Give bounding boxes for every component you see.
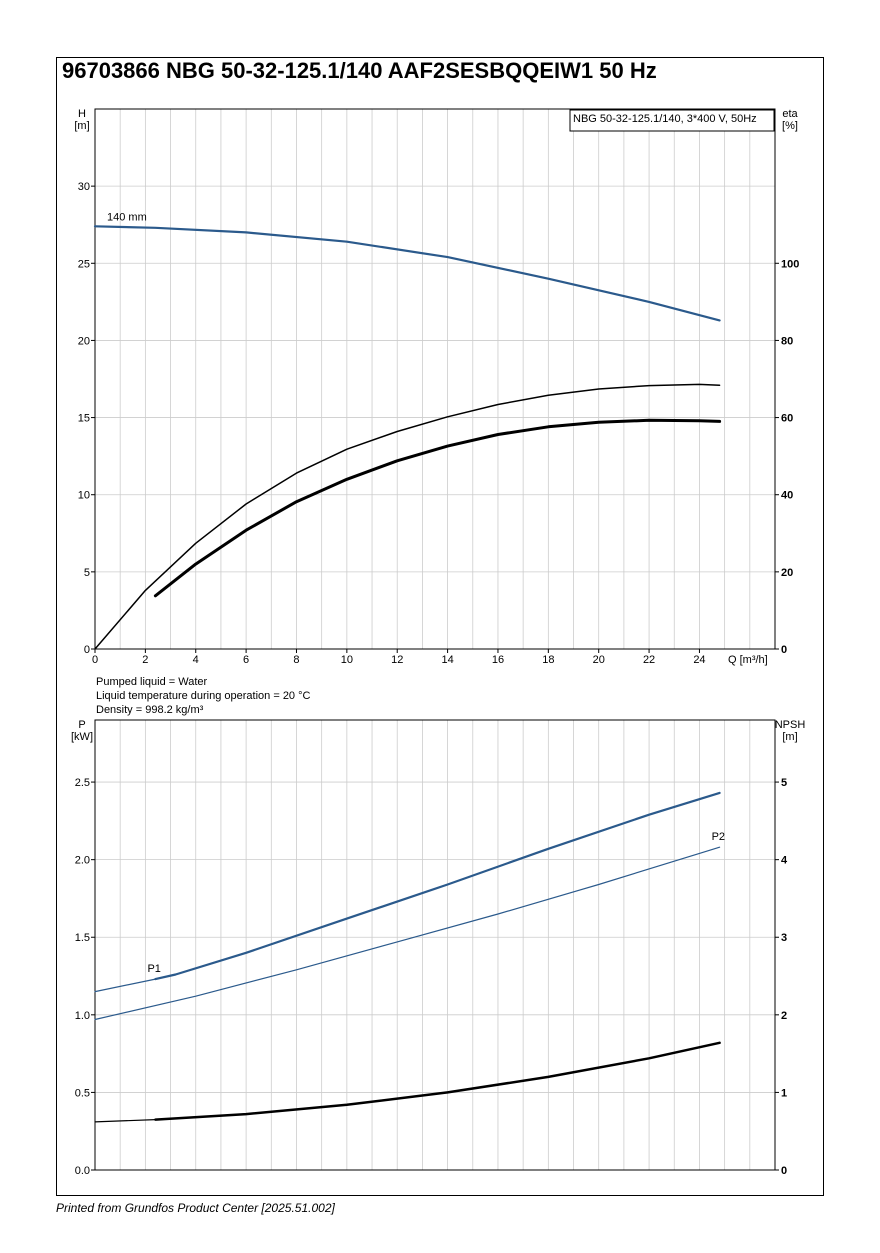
chart1-xlabel: Q [m³/h] [728, 654, 768, 666]
chart2-ylabel-left: P [78, 719, 85, 731]
chart1-xtick-label: 12 [391, 654, 403, 666]
chart1-xtick-label: 4 [193, 654, 199, 666]
chart2-line-p1 [154, 791, 721, 981]
chart2-line-p2 [94, 846, 721, 1021]
chart1-ytick-left-label: 25 [78, 258, 90, 270]
chart1-ytick-right-label: 40 [781, 490, 793, 502]
chart2-ytick-left-label: 0.0 [75, 1165, 90, 1177]
chart1-ytick-right-label: 80 [781, 335, 793, 347]
chart1-label-140-mm: 140 mm [107, 211, 147, 223]
chart1-xtick-label: 0 [92, 654, 98, 666]
chart1-line-series-2 [94, 383, 721, 650]
chart2-ytick-right-label: 1 [781, 1087, 787, 1099]
chart1-ytick-left-label: 5 [84, 567, 90, 579]
chart2-ytick-right-label: 5 [781, 777, 787, 789]
chart1-ytick-right-label: 60 [781, 413, 793, 425]
chart2-ytick-right-label: 4 [781, 855, 788, 867]
chart1-ylabel-right-unit: [%] [782, 120, 798, 132]
chart1-ytick-left-label: 30 [78, 181, 90, 193]
chart1-ytick-right-label: 0 [781, 644, 787, 656]
chart1-xtick-label: 16 [492, 654, 504, 666]
info-liquid-temperature: Liquid temperature during operation = 20… [96, 690, 311, 702]
chart1-ytick-left-label: 15 [78, 413, 90, 425]
chart2-ytick-left-label: 1.5 [75, 932, 90, 944]
chart2-line-p1 [94, 978, 156, 993]
chart2-label-p2: P2 [712, 831, 725, 843]
datasheet-frame [56, 57, 824, 1196]
chart2-ytick-right-label: 2 [781, 1010, 787, 1022]
footer-note: Printed from Grundfos Product Center [20… [56, 1201, 335, 1215]
chart2-ylabel-left-unit: [kW] [71, 731, 93, 743]
chart1-ylabel-right: eta [782, 108, 798, 120]
chart1-ytick-right-label: 100 [781, 258, 799, 270]
info-density: Density = 998.2 kg/m³ [96, 704, 204, 716]
chart1-line-140-mm [93, 225, 721, 322]
chart1-xtick-label: 8 [293, 654, 299, 666]
chart1-ytick-left-label: 20 [78, 335, 90, 347]
chart1-line-series-3 [153, 418, 722, 598]
chart1-xtick-label: 18 [542, 654, 554, 666]
chart2-label-p1: P1 [147, 963, 160, 975]
chart2-ytick-right-label: 0 [781, 1165, 787, 1177]
chart1-ytick-left-label: 0 [84, 644, 90, 656]
chart1-ylabel-left-unit: [m] [74, 120, 89, 132]
chart1-plot-frame [94, 108, 776, 650]
chart2-ylabel-right: NPSH [775, 719, 806, 731]
chart1-legend-text: NBG 50-32-125.1/140, 3*400 V, 50Hz [573, 113, 757, 125]
page-title: 96703866 NBG 50-32-125.1/140 AAF2SESBQQE… [62, 58, 657, 83]
info-pumped-liquid: Pumped liquid = Water [96, 676, 208, 688]
chart1-ytick-right-label: 20 [781, 567, 793, 579]
chart1-legend-box [569, 109, 775, 132]
chart1-xtick-label: 24 [693, 654, 705, 666]
chart2-line-series-5 [154, 1041, 721, 1121]
chart2-ytick-left-label: 2.5 [75, 777, 90, 789]
chart2-ytick-right-label: 3 [781, 932, 787, 944]
chart2-ytick-left-label: 0.5 [75, 1087, 90, 1099]
chart1-xtick-label: 20 [593, 654, 605, 666]
chart1-ylabel-left: H [78, 108, 86, 120]
chart2-plot-frame [94, 719, 776, 1171]
chart1-xtick-label: 6 [243, 654, 249, 666]
chart1-xtick-label: 14 [441, 654, 453, 666]
chart2-ytick-left-label: 1.0 [75, 1010, 90, 1022]
chart1-ytick-left-label: 10 [78, 490, 90, 502]
chart1-xtick-label: 22 [643, 654, 655, 666]
chart2-ytick-left-label: 2.0 [75, 855, 90, 867]
chart2-line-series-4 [94, 1119, 156, 1123]
chart2-ylabel-right-unit: [m] [782, 731, 797, 743]
chart1-xtick-label: 2 [142, 654, 148, 666]
chart1-xtick-label: 10 [341, 654, 353, 666]
